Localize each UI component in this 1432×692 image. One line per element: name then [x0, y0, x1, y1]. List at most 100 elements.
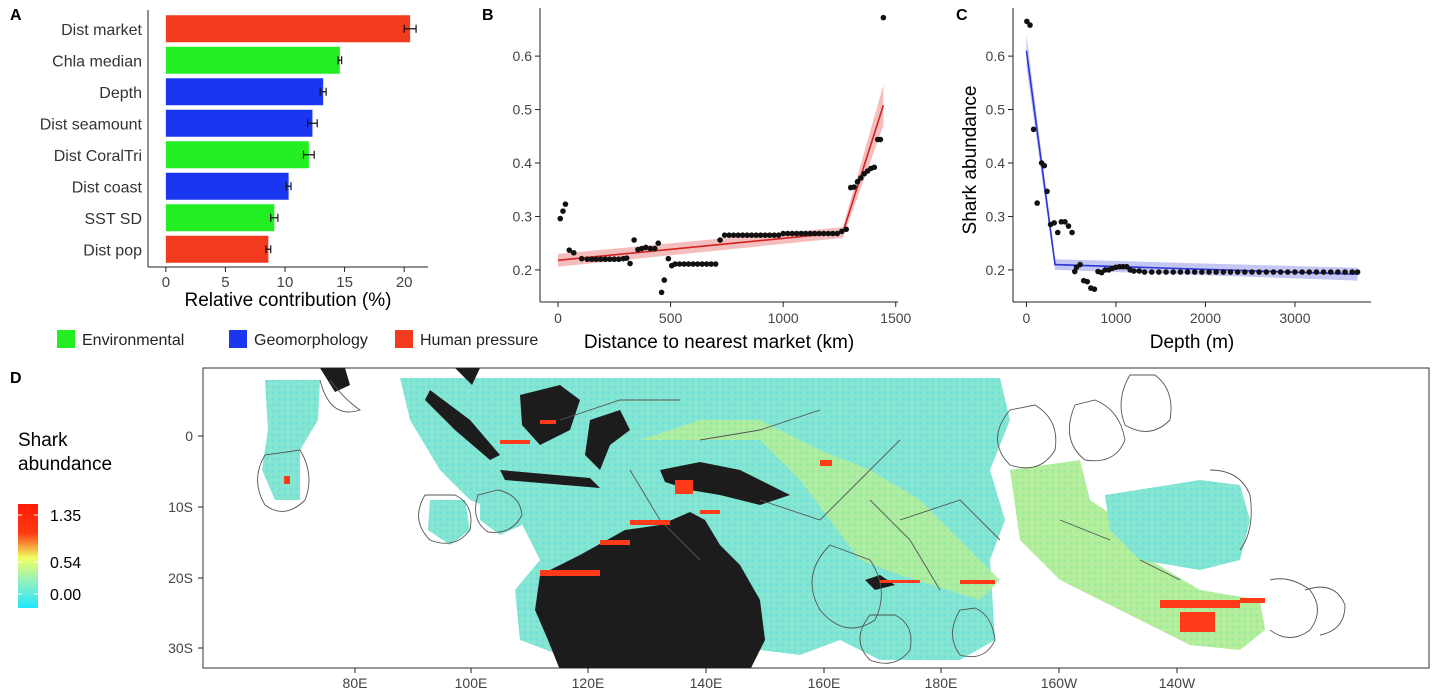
- legend-label-1: Geomorphology: [254, 332, 368, 349]
- x-tick-label-3: 15: [336, 274, 353, 291]
- data-point-59: [1327, 269, 1334, 275]
- legend-colorbar: [18, 504, 38, 608]
- map-x-tick-label-3: 140E: [690, 675, 723, 691]
- data-point-34: [699, 261, 705, 267]
- data-point-43: [739, 232, 746, 238]
- data-point-22: [652, 245, 658, 252]
- data-point-24: [658, 289, 665, 296]
- data-point-49: [1256, 269, 1262, 275]
- data-point-42: [1206, 269, 1212, 275]
- panel-label-d: D: [10, 370, 22, 387]
- y-tick-label-0: 0.2: [986, 262, 1006, 278]
- y-tick-label-2: 0.4: [986, 155, 1006, 171]
- ocean-area-maldives: [262, 380, 320, 500]
- data-point-56: [798, 230, 804, 237]
- category-label-4: Dist CoralTri: [54, 148, 142, 165]
- data-point-77: [880, 14, 887, 21]
- map-shark-abundance: 80E 100E 120E 140E 160E 180E 160W 140W 0 10S 20S 3…: [18, 367, 1430, 691]
- data-point-28: [672, 261, 678, 267]
- bar-6: [165, 204, 275, 232]
- legend: Environmental Geomorphology Human pressure: [57, 330, 538, 349]
- data-point-35: [1156, 269, 1162, 275]
- map-x-tick-label-5: 180E: [925, 675, 958, 691]
- x-axis-title: Relative contribution (%): [185, 290, 392, 311]
- data-point-8: [593, 256, 600, 263]
- data-point-62: [1349, 269, 1356, 275]
- data-point-47: [757, 232, 764, 238]
- bar-7: [165, 235, 269, 263]
- error-bar-5: [285, 182, 292, 191]
- bar-1: [165, 46, 340, 74]
- data-point-41: [730, 232, 737, 238]
- data-point-0: [557, 215, 564, 222]
- data-point-17: [631, 237, 637, 243]
- data-point-52: [780, 230, 786, 237]
- data-point-33: [1141, 269, 1148, 275]
- data-point-60: [1335, 269, 1341, 275]
- data-point-37: [712, 261, 719, 267]
- map-y-tick-label-0: 0: [185, 428, 193, 444]
- data-point-29: [1123, 263, 1130, 270]
- data-point-8: [1051, 220, 1057, 226]
- data-point-20: [1091, 286, 1098, 292]
- x-axis-title: Depth (m): [1150, 332, 1234, 353]
- category-label-3: Dist seamount: [40, 116, 143, 133]
- map-x-tick-label-7: 140W: [1159, 675, 1196, 691]
- legend-swatch-1: [229, 330, 247, 348]
- data-point-43: [1213, 269, 1219, 275]
- y-tick-label-4: 0.6: [986, 48, 1006, 64]
- data-point-47: [1242, 269, 1248, 275]
- legend-label-max: 1.35: [50, 508, 81, 525]
- data-point-33: [694, 261, 701, 267]
- category-label-0: Dist market: [61, 22, 142, 39]
- legend-label-0: Environmental: [82, 332, 184, 349]
- y-axis-title: Shark abundance: [960, 86, 981, 235]
- data-point-9: [597, 256, 604, 263]
- error-bar-2: [319, 87, 327, 96]
- error-bar-4: [302, 150, 315, 159]
- x-tick-label-0: 0: [1023, 310, 1031, 326]
- data-point-50: [1263, 269, 1270, 275]
- ocean-area-christmas: [480, 495, 522, 535]
- panel-label-a: A: [10, 7, 22, 24]
- y-tick-label-4: 0.6: [513, 48, 533, 64]
- x-tick-label-1: 5: [221, 274, 229, 291]
- data-point-2: [562, 201, 569, 207]
- legend-label-2: Human pressure: [420, 332, 538, 349]
- map-x-tick-label-0: 80E: [343, 675, 368, 691]
- data-point-5: [578, 255, 585, 262]
- data-point-34: [1148, 269, 1155, 275]
- data-point-6: [584, 256, 591, 263]
- data-point-4: [570, 250, 577, 256]
- map-x-tick-label-4: 160E: [808, 675, 841, 691]
- data-point-51: [775, 232, 782, 238]
- data-point-76: [877, 136, 884, 143]
- data-point-32: [1136, 268, 1142, 274]
- data-point-37: [1170, 269, 1177, 275]
- data-point-53: [1284, 269, 1291, 275]
- data-point-23: [655, 240, 662, 246]
- data-point-64: [834, 230, 841, 237]
- data-point-63: [829, 230, 836, 237]
- land-sulawesi: [585, 410, 630, 470]
- data-point-57: [802, 230, 809, 237]
- map-x-tick-label-1: 100E: [455, 675, 488, 691]
- data-point-25: [661, 277, 668, 283]
- category-label-7: Dist pop: [83, 242, 142, 259]
- error-bar-1: [337, 56, 343, 65]
- ocean-area-cocos: [428, 500, 470, 545]
- data-point-45: [1227, 269, 1234, 275]
- map-y-tick-label-1: 10S: [168, 499, 193, 515]
- fit-line: [1025, 50, 1358, 276]
- ocean-area-tuamotu: [1105, 480, 1250, 570]
- data-point-42: [735, 232, 741, 238]
- bar-4: [165, 141, 309, 169]
- data-point-31: [685, 261, 692, 267]
- y-tick-label-1: 0.3: [513, 208, 533, 224]
- x-tick-label-0: 0: [162, 274, 170, 291]
- ocean-area-high-abundance: [640, 420, 1000, 600]
- data-point-35: [703, 261, 710, 267]
- high-abundance-hotspots: [284, 420, 1265, 632]
- data-point-0: [1024, 18, 1030, 25]
